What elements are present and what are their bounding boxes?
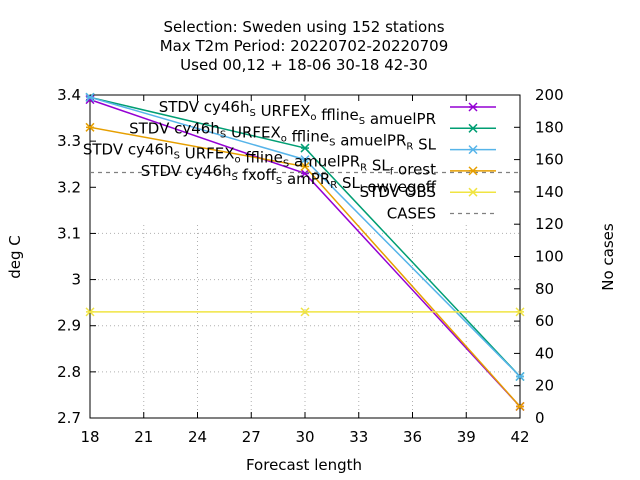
x-tick-label: 24 — [188, 428, 207, 446]
title-line-3: Used 00,12 + 18-06 30-18 42-30 — [180, 56, 428, 74]
x-tick-label: 39 — [457, 428, 476, 446]
data-point — [468, 166, 478, 176]
data-point — [300, 307, 310, 317]
x-tick-label: 27 — [242, 428, 261, 446]
y-tick-label: 2.9 — [57, 317, 81, 335]
legend-label: CASES — [387, 205, 436, 223]
data-point — [515, 371, 525, 382]
x-tick-label: 18 — [80, 428, 99, 446]
legend-item-1: STDV cy46hS URFEXo fflineS amuelPR — [159, 98, 496, 128]
data-point — [300, 161, 310, 172]
axis-ticks: 18 21 24 27 30 33 36 39 42 2.7 2.8 2.9 3 3.1 3.2 3.3 3.4… — [57, 86, 564, 446]
y-tick-label: 3.3 — [57, 132, 81, 150]
y2-tick-label: 160 — [535, 151, 564, 169]
legend-label: STDV cy46hS URFEXo fflineS amuelPRR SL — [129, 119, 437, 153]
legend-item-5: STDV OBS — [360, 183, 496, 201]
y2-tick-label: 60 — [535, 312, 554, 330]
legend-item-3: STDV cy46hS URFEXo fflineS amuelPRR SLf … — [83, 141, 496, 179]
y2-tick-label: 80 — [535, 280, 554, 298]
y2-tick-label: 20 — [535, 377, 554, 395]
title-line-1: Selection: Sweden using 152 stations — [163, 18, 444, 36]
title-line-2: Max T2m Period: 20220702-20220709 — [160, 37, 449, 55]
y-tick-label: 3.4 — [57, 86, 81, 104]
y2-tick-label: 120 — [535, 215, 564, 233]
data-point — [515, 307, 525, 317]
y-tick-label: 2.8 — [57, 363, 81, 381]
y2-tick-label: 180 — [535, 118, 564, 136]
y-tick-label: 3.1 — [57, 224, 81, 242]
data-point — [468, 102, 478, 112]
y2-tick-label: 200 — [535, 86, 564, 104]
legend-label: STDV cy46hS URFEXo fflineS amuelPR — [159, 98, 436, 128]
series-group — [85, 92, 525, 411]
y-tick-label: 3 — [71, 271, 81, 289]
y-axis-label: deg C — [6, 235, 24, 279]
legend-label: STDV OBS — [360, 183, 436, 201]
legend-item-4: STDV cy46hS fxoffS amPRR SLl owvegoff — [141, 162, 496, 196]
y2-tick-label: 100 — [535, 248, 564, 266]
grid — [90, 223, 520, 418]
data-point — [85, 122, 95, 132]
y2-tick-label: 140 — [535, 183, 564, 201]
x-axis-label: Forecast length — [246, 456, 362, 474]
x-tick-label: 30 — [295, 428, 314, 446]
data-point — [515, 401, 525, 411]
legend-item-6: CASES — [387, 205, 496, 223]
data-point — [468, 123, 478, 133]
data-point — [300, 168, 310, 178]
y2-tick-label: 40 — [535, 344, 554, 362]
y2-axis-label: No cases — [599, 223, 617, 291]
y-tick-label: 2.7 — [57, 409, 81, 427]
data-point — [300, 143, 310, 153]
data-point — [468, 187, 478, 197]
x-tick-label: 42 — [510, 428, 529, 446]
data-point — [85, 92, 95, 102]
data-point — [300, 155, 310, 165]
legend-label: STDV cy46hS fxoffS amPRR SLl owvegoff — [141, 162, 437, 196]
x-tick-label: 33 — [349, 428, 368, 446]
legend-label: STDV cy46hS URFEXo fflineS amuelPRR SLf … — [83, 141, 436, 179]
data-point — [85, 307, 95, 317]
y2-tick-label: 0 — [535, 409, 545, 427]
chart-title: Selection: Sweden using 152 stations Max… — [160, 18, 449, 74]
x-tick-label: 21 — [134, 428, 153, 446]
legend-item-2: STDV cy46hS URFEXo fflineS amuelPRR SL — [129, 119, 496, 153]
data-point — [468, 145, 478, 155]
x-tick-label: 36 — [403, 428, 422, 446]
y-tick-label: 3.2 — [57, 178, 81, 196]
